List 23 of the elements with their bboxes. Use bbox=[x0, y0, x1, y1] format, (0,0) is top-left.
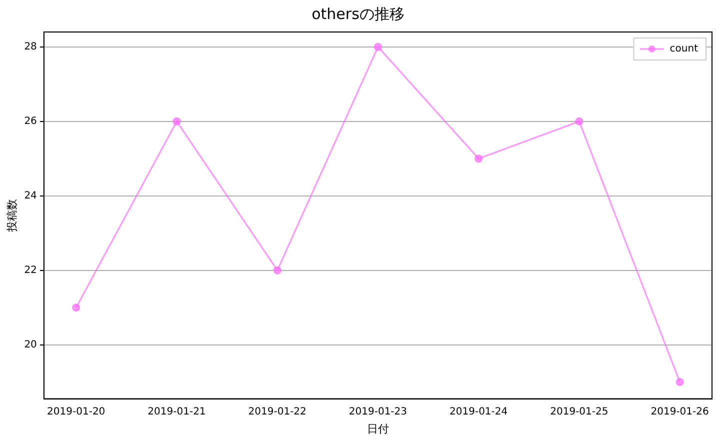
x-tick-label: 2019-01-25 bbox=[550, 406, 608, 418]
point bbox=[172, 117, 181, 126]
x-tick-label: 2019-01-23 bbox=[348, 406, 408, 418]
point bbox=[273, 266, 282, 274]
point bbox=[575, 117, 584, 126]
y-tick-label: 22 bbox=[24, 264, 37, 276]
point bbox=[474, 154, 483, 163]
point bbox=[374, 42, 382, 51]
x-tick-label: 2019-01-21 bbox=[148, 406, 206, 418]
x-tick-label: 2019-01-26 bbox=[650, 406, 709, 418]
point bbox=[676, 378, 684, 386]
x-axis-title: 日付 bbox=[366, 422, 389, 436]
x-tick-label: 2019-01-22 bbox=[248, 406, 306, 418]
y-tick-label: 20 bbox=[24, 339, 37, 350]
y-tick-label: 24 bbox=[24, 190, 37, 202]
y-tick-label: 28 bbox=[24, 41, 37, 52]
y-tick-label: 26 bbox=[24, 116, 37, 127]
point bbox=[72, 304, 80, 312]
y-axis-title: 投稿数 bbox=[5, 198, 18, 233]
legend-label: count bbox=[670, 44, 698, 55]
chart-title: othersの推移 bbox=[312, 4, 404, 23]
x-tick-label: 2019-01-20 bbox=[47, 406, 106, 418]
x-tick-label: 2019-01-24 bbox=[450, 406, 508, 418]
